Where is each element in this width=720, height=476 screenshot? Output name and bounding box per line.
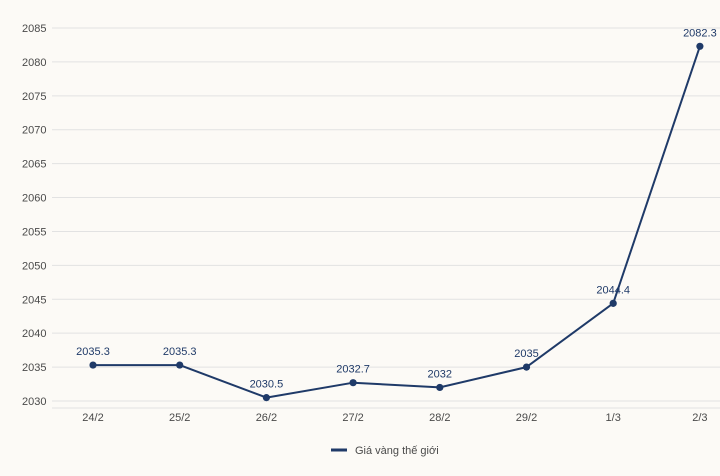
- legend-label: Giá vàng thế giới: [355, 445, 439, 457]
- data-label: 2030.5: [250, 379, 284, 391]
- y-tick-label: 2070: [22, 125, 46, 137]
- y-tick-label: 2075: [22, 91, 46, 103]
- series-line: [93, 45, 701, 399]
- y-tick-label: 2040: [22, 328, 46, 340]
- data-point[interactable]: [262, 394, 270, 402]
- x-tick-label: 28/2: [429, 412, 450, 424]
- data-label: 2035.3: [76, 346, 110, 358]
- y-tick-label: 2055: [22, 226, 46, 238]
- y-tick-label: 2085: [22, 23, 46, 35]
- y-tick-label: 2065: [22, 159, 46, 171]
- series-layer: [89, 42, 704, 402]
- data-label: 2035.3: [163, 346, 197, 358]
- y-tick-label: 2080: [22, 57, 46, 69]
- data-point[interactable]: [176, 361, 184, 369]
- data-point[interactable]: [609, 299, 617, 307]
- y-tick-label: 2060: [22, 193, 46, 205]
- data-label: 2035: [514, 348, 538, 360]
- grid-layer: [52, 27, 720, 409]
- data-label: 2082.3: [683, 27, 717, 39]
- data-point[interactable]: [436, 383, 444, 392]
- y-tick-label: 2030: [22, 396, 46, 408]
- data-point[interactable]: [89, 361, 97, 369]
- x-axis-ticks: 24/2 25/2 26/2 27/2 28/2 29/2 1/3 2/3: [82, 412, 707, 424]
- x-tick-label: 24/2: [82, 412, 103, 424]
- data-point[interactable]: [522, 363, 531, 371]
- data-label: 2032: [428, 368, 452, 380]
- data-point[interactable]: [349, 379, 357, 387]
- x-tick-label: 27/2: [342, 412, 363, 424]
- x-tick-label: 29/2: [516, 412, 537, 424]
- data-label-layer: 2035.3 2035.3 2030.5 2032.7 2032 2035 2044.4 20…: [76, 27, 717, 390]
- data-label: 2044.4: [596, 284, 630, 296]
- y-tick-label: 2050: [22, 260, 46, 272]
- x-tick-label: 2/3: [692, 412, 707, 424]
- data-label: 2032.7: [336, 364, 370, 376]
- y-tick-label: 2035: [22, 362, 46, 374]
- x-tick-label: 26/2: [256, 412, 277, 424]
- legend[interactable]: Giá vàng thế giới: [331, 445, 439, 457]
- y-axis-ticks: 2030 2035 2040 2045 2050 2055 2060 2065 2070 2075…: [22, 23, 46, 408]
- y-tick-label: 2045: [22, 294, 46, 306]
- x-tick-label: 25/2: [169, 412, 190, 424]
- x-tick-label: 1/3: [606, 412, 621, 424]
- data-point[interactable]: [696, 42, 704, 50]
